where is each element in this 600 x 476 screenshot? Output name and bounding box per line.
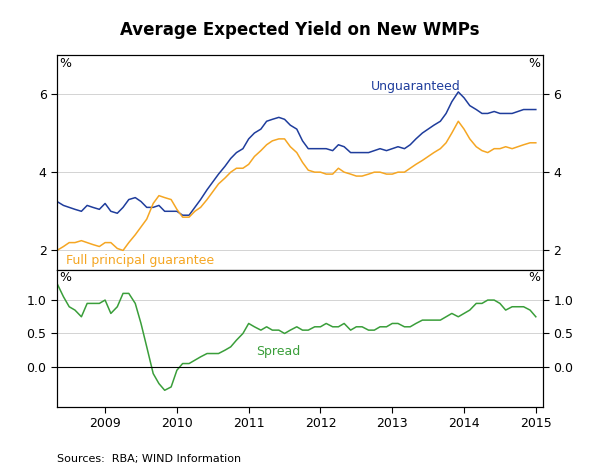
Text: Full principal guarantee: Full principal guarantee — [65, 254, 214, 267]
Text: Sources:  RBA; WIND Information: Sources: RBA; WIND Information — [57, 454, 241, 464]
Text: Spread: Spread — [256, 345, 300, 358]
Text: Average Expected Yield on New WMPs: Average Expected Yield on New WMPs — [120, 21, 480, 40]
Text: %: % — [59, 57, 71, 70]
Text: %: % — [59, 271, 71, 284]
Text: %: % — [529, 57, 541, 70]
Text: %: % — [529, 271, 541, 284]
Text: Unguaranteed: Unguaranteed — [371, 80, 460, 93]
